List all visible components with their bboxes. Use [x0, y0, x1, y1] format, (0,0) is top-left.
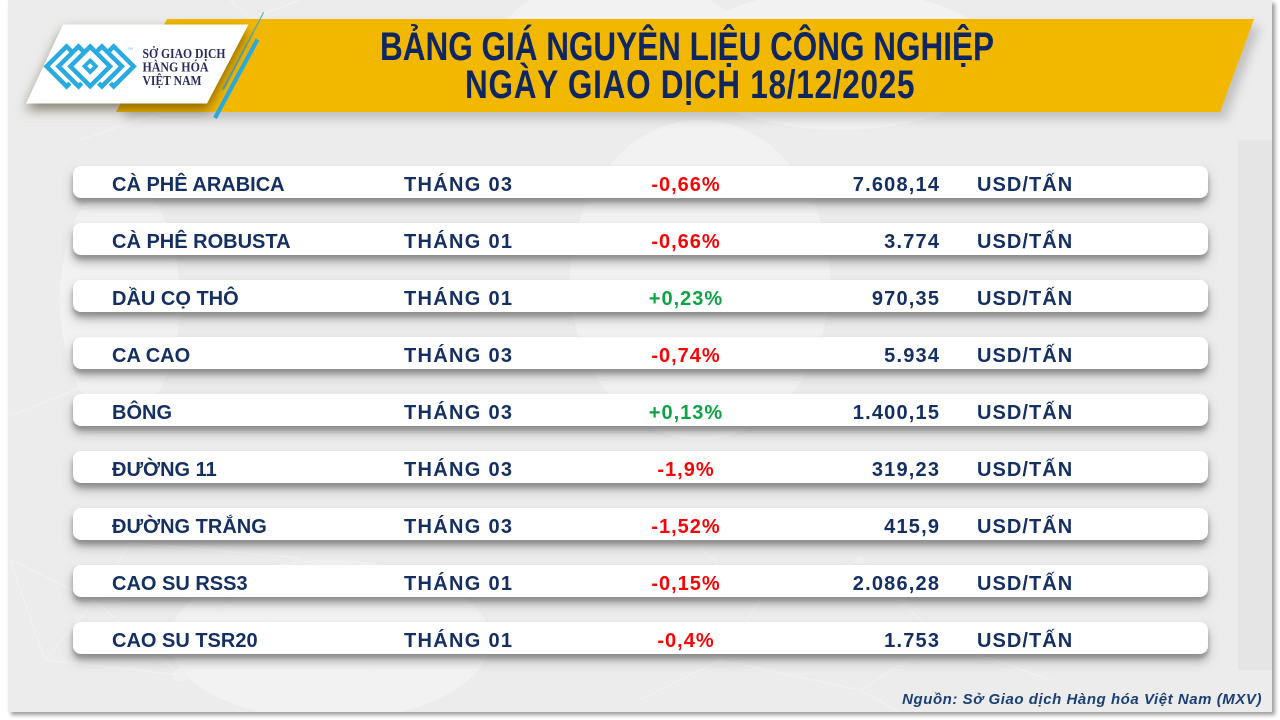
svg-text:VIỆT NAM: VIỆT NAM: [143, 73, 202, 88]
svg-text:SỞ GIAO DỊCH: SỞ GIAO DỊCH: [143, 46, 226, 61]
svg-text:™: ™: [127, 47, 133, 54]
svg-text:HÀNG HÓA: HÀNG HÓA: [143, 60, 209, 75]
